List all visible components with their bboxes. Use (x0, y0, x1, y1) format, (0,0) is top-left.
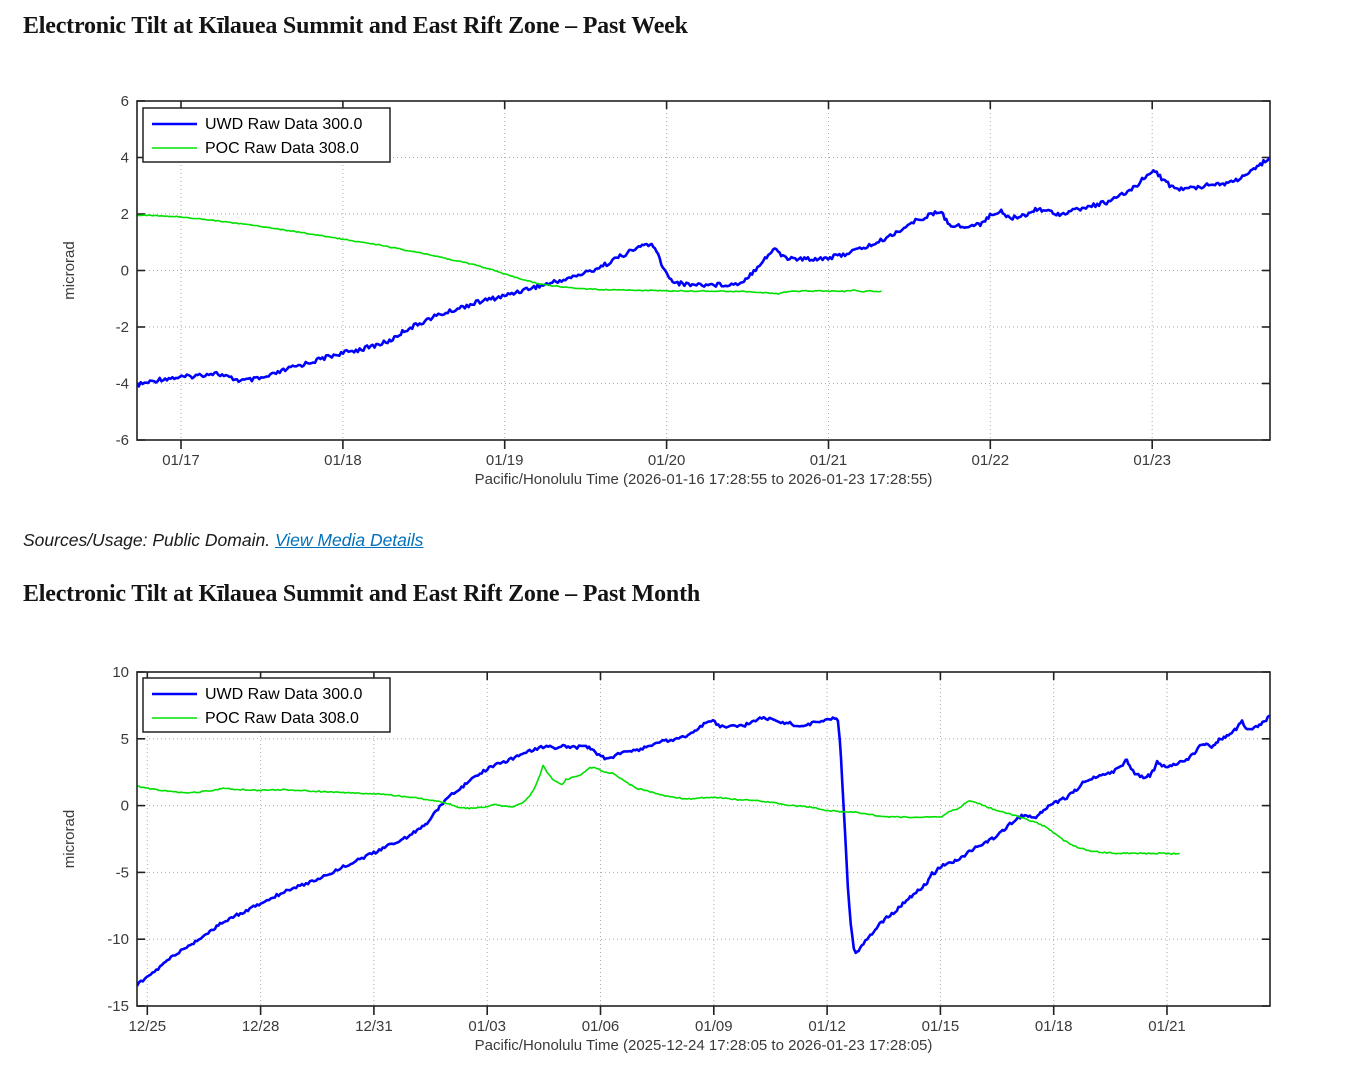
y-tick-label: -2 (116, 319, 129, 336)
y-tick-label: 5 (121, 731, 129, 748)
y-tick-label: -10 (107, 931, 129, 948)
series-group (137, 714, 1270, 987)
y-tick-label: 2 (121, 206, 129, 223)
x-tick-label: 01/09 (695, 1018, 733, 1035)
chart-month-title: Electronic Tilt at Kīlauea Summit and Ea… (23, 581, 701, 607)
x-tick-label: 12/28 (242, 1018, 280, 1035)
sources-usage-line: Sources/Usage: Public Domain. View Media… (23, 530, 423, 551)
chart-week-title: Electronic Tilt at Kīlauea Summit and Ea… (23, 13, 688, 39)
tilt-month-chart: 12/25 12/28 12/31 01/03 01/06 01/09 01/12 01/15… (61, 664, 1271, 1054)
y-tick-label: -15 (107, 998, 129, 1015)
y-tick-label: -4 (116, 376, 129, 393)
y-axis-title: microrad (61, 241, 78, 299)
uwd-series-line (137, 714, 1270, 987)
x-tick-label: 12/31 (355, 1018, 393, 1035)
y-tick-label: 0 (121, 263, 129, 280)
y-tick-label: -6 (116, 432, 129, 449)
series-group (137, 156, 1270, 388)
uwd-series-line (137, 156, 1270, 388)
x-tick-label: 01/15 (922, 1018, 960, 1035)
y-tick-label: 6 (121, 93, 129, 110)
legend: UWD Raw Data 300.0 POC Raw Data 308.0 (142, 107, 391, 163)
x-tick-label: 01/19 (486, 452, 524, 469)
x-tick-label: 01/21 (1148, 1018, 1186, 1035)
y-axis-title: microrad (61, 810, 78, 868)
view-media-details-link[interactable]: View Media Details (274, 530, 424, 550)
y-tick-label: 0 (121, 798, 129, 815)
y-tick-label: -5 (116, 864, 129, 881)
sources-usage-text: Sources/Usage: Public Domain. (23, 530, 271, 550)
y-axis-grid-and-ticks: -15 -10 -5 0 5 10 (107, 664, 1270, 1015)
x-tick-label: 01/21 (810, 452, 848, 469)
x-tick-label: 01/06 (582, 1018, 620, 1035)
legend-entry-label: UWD Raw Data 300.0 (205, 116, 362, 133)
tilt-week-chart: 01/17 01/18 01/19 01/20 01/21 01/22 01/23 -6 -4 -… (61, 93, 1271, 488)
plot-frame (136, 671, 1271, 1007)
x-axis-title: Pacific/Honolulu Time (2026-01-16 17:28:… (475, 471, 933, 488)
poc-series-line (137, 214, 882, 295)
x-tick-label: 01/03 (468, 1018, 506, 1035)
x-tick-label: 01/18 (1035, 1018, 1073, 1035)
x-tick-label: 01/23 (1133, 452, 1171, 469)
x-tick-label: 01/22 (972, 452, 1010, 469)
x-tick-label: 01/20 (648, 452, 686, 469)
legend-entry-label: POC Raw Data 308.0 (205, 140, 359, 157)
legend: UWD Raw Data 300.0 POC Raw Data 308.0 (142, 677, 391, 733)
legend-entry-label: POC Raw Data 308.0 (205, 710, 359, 727)
legend-entry-label: UWD Raw Data 300.0 (205, 686, 362, 703)
x-tick-label: 01/17 (162, 452, 200, 469)
x-tick-label: 12/25 (129, 1018, 167, 1035)
x-tick-label: 01/18 (324, 452, 362, 469)
x-tick-label: 01/12 (808, 1018, 846, 1035)
poc-series-line (137, 764, 1180, 856)
x-axis-grid-and-ticks: 12/25 12/28 12/31 01/03 01/06 01/09 01/12 01/15… (129, 672, 1186, 1035)
plot-frame (136, 100, 1271, 441)
y-tick-label: 4 (121, 150, 129, 167)
x-axis-title: Pacific/Honolulu Time (2025-12-24 17:28:… (475, 1037, 933, 1054)
y-tick-label: 10 (112, 664, 129, 681)
